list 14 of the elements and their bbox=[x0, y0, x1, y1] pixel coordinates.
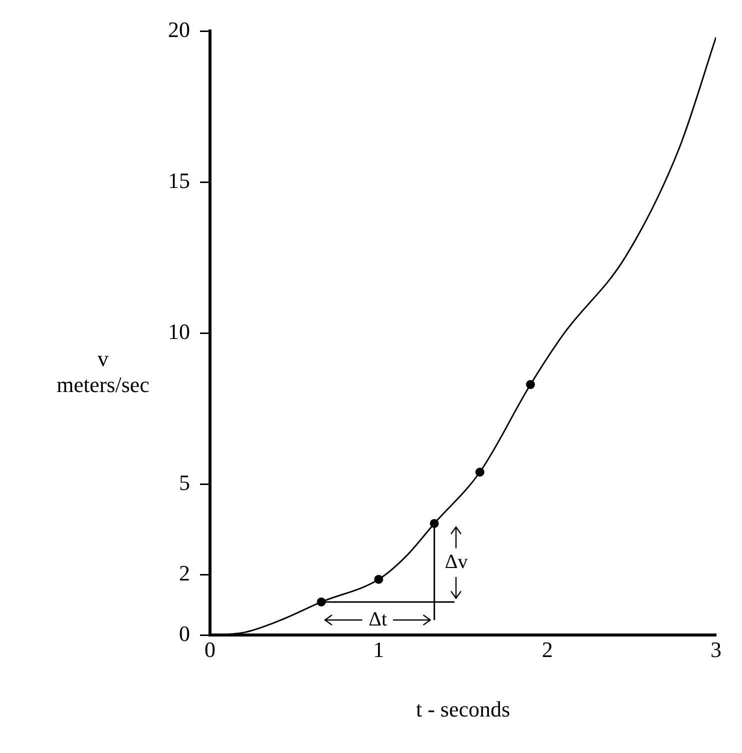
y-tick-label: 5 bbox=[179, 470, 190, 495]
x-tick-label: 2 bbox=[542, 637, 553, 662]
x-tick-label: 0 bbox=[204, 637, 216, 662]
annotation: Δt bbox=[368, 608, 388, 630]
y-tick-label: 15 bbox=[168, 168, 190, 193]
y-axis-title: v meters/sec bbox=[56, 346, 150, 397]
x-axis-title: t - seconds bbox=[416, 696, 510, 722]
y-tick-label: 10 bbox=[168, 318, 190, 344]
y-tick-label: 2 bbox=[179, 560, 190, 586]
x-tick-label: 1 bbox=[373, 637, 384, 662]
y-tick-label: 0 bbox=[179, 620, 190, 646]
x-tick-label: 3 bbox=[710, 637, 722, 662]
y-tick-label: 20 bbox=[168, 16, 190, 42]
annotation: Δv bbox=[444, 550, 468, 573]
